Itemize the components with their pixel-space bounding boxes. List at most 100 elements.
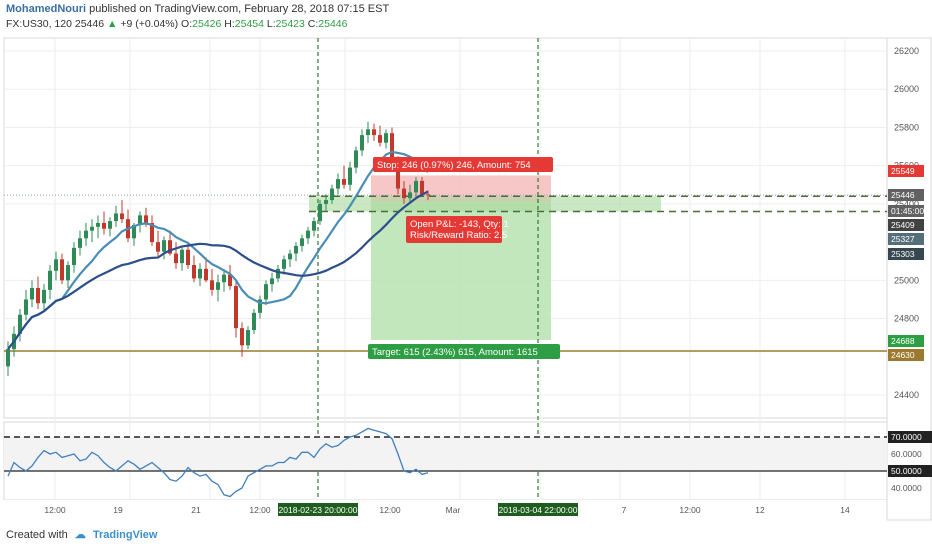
candle-body [258,299,262,313]
price-tag [888,335,924,347]
time-highlight-label: 2018-02-23 20:00:00 [279,505,358,515]
price-tag-label: 25446 [891,190,915,200]
time-tick-label: Mar [446,505,461,515]
candle-body [342,179,346,185]
candle-body [54,259,58,271]
candle-body [174,253,178,264]
time-tick-label: 21 [191,505,201,515]
author-link[interactable]: MohamedNouri [6,3,87,15]
price-tag-label: 25409 [891,220,915,230]
candle-body [294,245,298,254]
candle-body [240,328,244,346]
candle-body [24,299,28,315]
candle-body [102,223,106,229]
time-highlight [498,503,578,516]
candle-body [114,213,118,222]
candle-body [252,312,256,331]
candle-body [426,194,430,196]
footer: Created with ☁ TradingView [6,528,157,541]
rsi-tick-label: 60.0000 [891,449,922,459]
pnl-label-bg [406,216,502,243]
candle-body [30,287,34,300]
candle-body [204,268,208,281]
time-tick-label: 12:00 [249,505,271,515]
rsi-line [7,427,429,498]
time-axis-pane [4,500,887,520]
candle-body [414,180,418,193]
rsi-tag [888,465,932,477]
candle-body [186,249,190,266]
rsi-tick-label: 50.0000 [891,466,922,476]
candle-body [42,289,46,304]
candle-body [90,226,94,231]
candle-body [366,129,370,136]
candle-body [306,230,310,239]
price-tag [888,219,924,231]
candle-body [162,240,166,252]
publish-info: published on TradingView.com, February 2… [89,3,390,15]
candle-body [390,133,394,162]
candle-body [324,200,328,204]
low-label: L: [266,18,276,30]
change-value: +9 (+0.04%) [120,18,179,30]
candle-body [384,133,388,143]
last-price: 25446 [74,18,105,30]
candle-body [282,259,286,269]
candle-body [330,188,334,201]
price-tag-label: 24630 [891,350,915,360]
candle-body [96,223,100,227]
candle-body [66,265,70,281]
candle-body [18,314,22,334]
price-tag [888,189,924,201]
candle-body [300,238,304,246]
stop-label-bg [373,157,553,172]
candle-body [108,221,112,229]
symbol-legend: FX:US30, 120 25446 ▲ +9 (+0.04%) O:25426… [6,18,347,30]
price-tick-label: 25400 [894,199,919,209]
candle-body [354,150,358,168]
candle-body [270,278,274,285]
candle-body [72,247,76,266]
price-tick-label: 26000 [894,84,919,94]
open-value: 25426 [192,18,222,30]
consolidation-box [309,196,661,212]
candle-body [216,282,220,290]
candle-body [138,215,142,225]
rsi-tick-label: 70.0000 [891,432,922,442]
ma-fast-line [7,150,429,350]
candle-body [312,221,316,231]
ma-slow-line [7,190,429,350]
price-tick-label: 24400 [894,390,919,400]
candle-body [120,213,124,220]
candle-body [168,240,172,254]
price-tag [888,349,924,361]
low-value: 25423 [275,18,305,30]
tradingview-logo-icon[interactable]: ☁ [74,529,86,541]
candle-body [6,349,10,367]
tradingview-brand[interactable]: TradingView [92,529,158,541]
open-label: O: [181,18,193,30]
publish-header: MohamedNouri published on TradingView.co… [6,3,389,15]
price-tag [888,233,924,245]
time-highlight-label: 2018-03-04 22:00:00 [499,505,578,515]
candle-body [264,284,268,300]
candle-body [132,224,136,239]
candle-body [222,274,226,283]
pnl-label-text: Open P&L: -143, Qty: 1 [410,219,509,230]
price-tick-label: 25800 [894,122,919,132]
change-up-icon: ▲ [107,18,118,30]
price-tag [888,205,924,217]
created-with-label: Created with [6,529,68,541]
symbol-label[interactable]: FX:US30, 120 [6,18,72,30]
candle-body [336,179,340,189]
candle-body [372,129,376,136]
rsi-tick-label: 40.0000 [891,483,922,493]
candle-body [318,203,322,222]
time-tick-label: 7 [622,505,627,515]
candle-body [84,230,88,239]
time-tick-label: 12:00 [379,505,401,515]
candle-body [348,167,352,185]
rsi-tag [888,431,932,443]
high-label: H: [224,18,235,30]
